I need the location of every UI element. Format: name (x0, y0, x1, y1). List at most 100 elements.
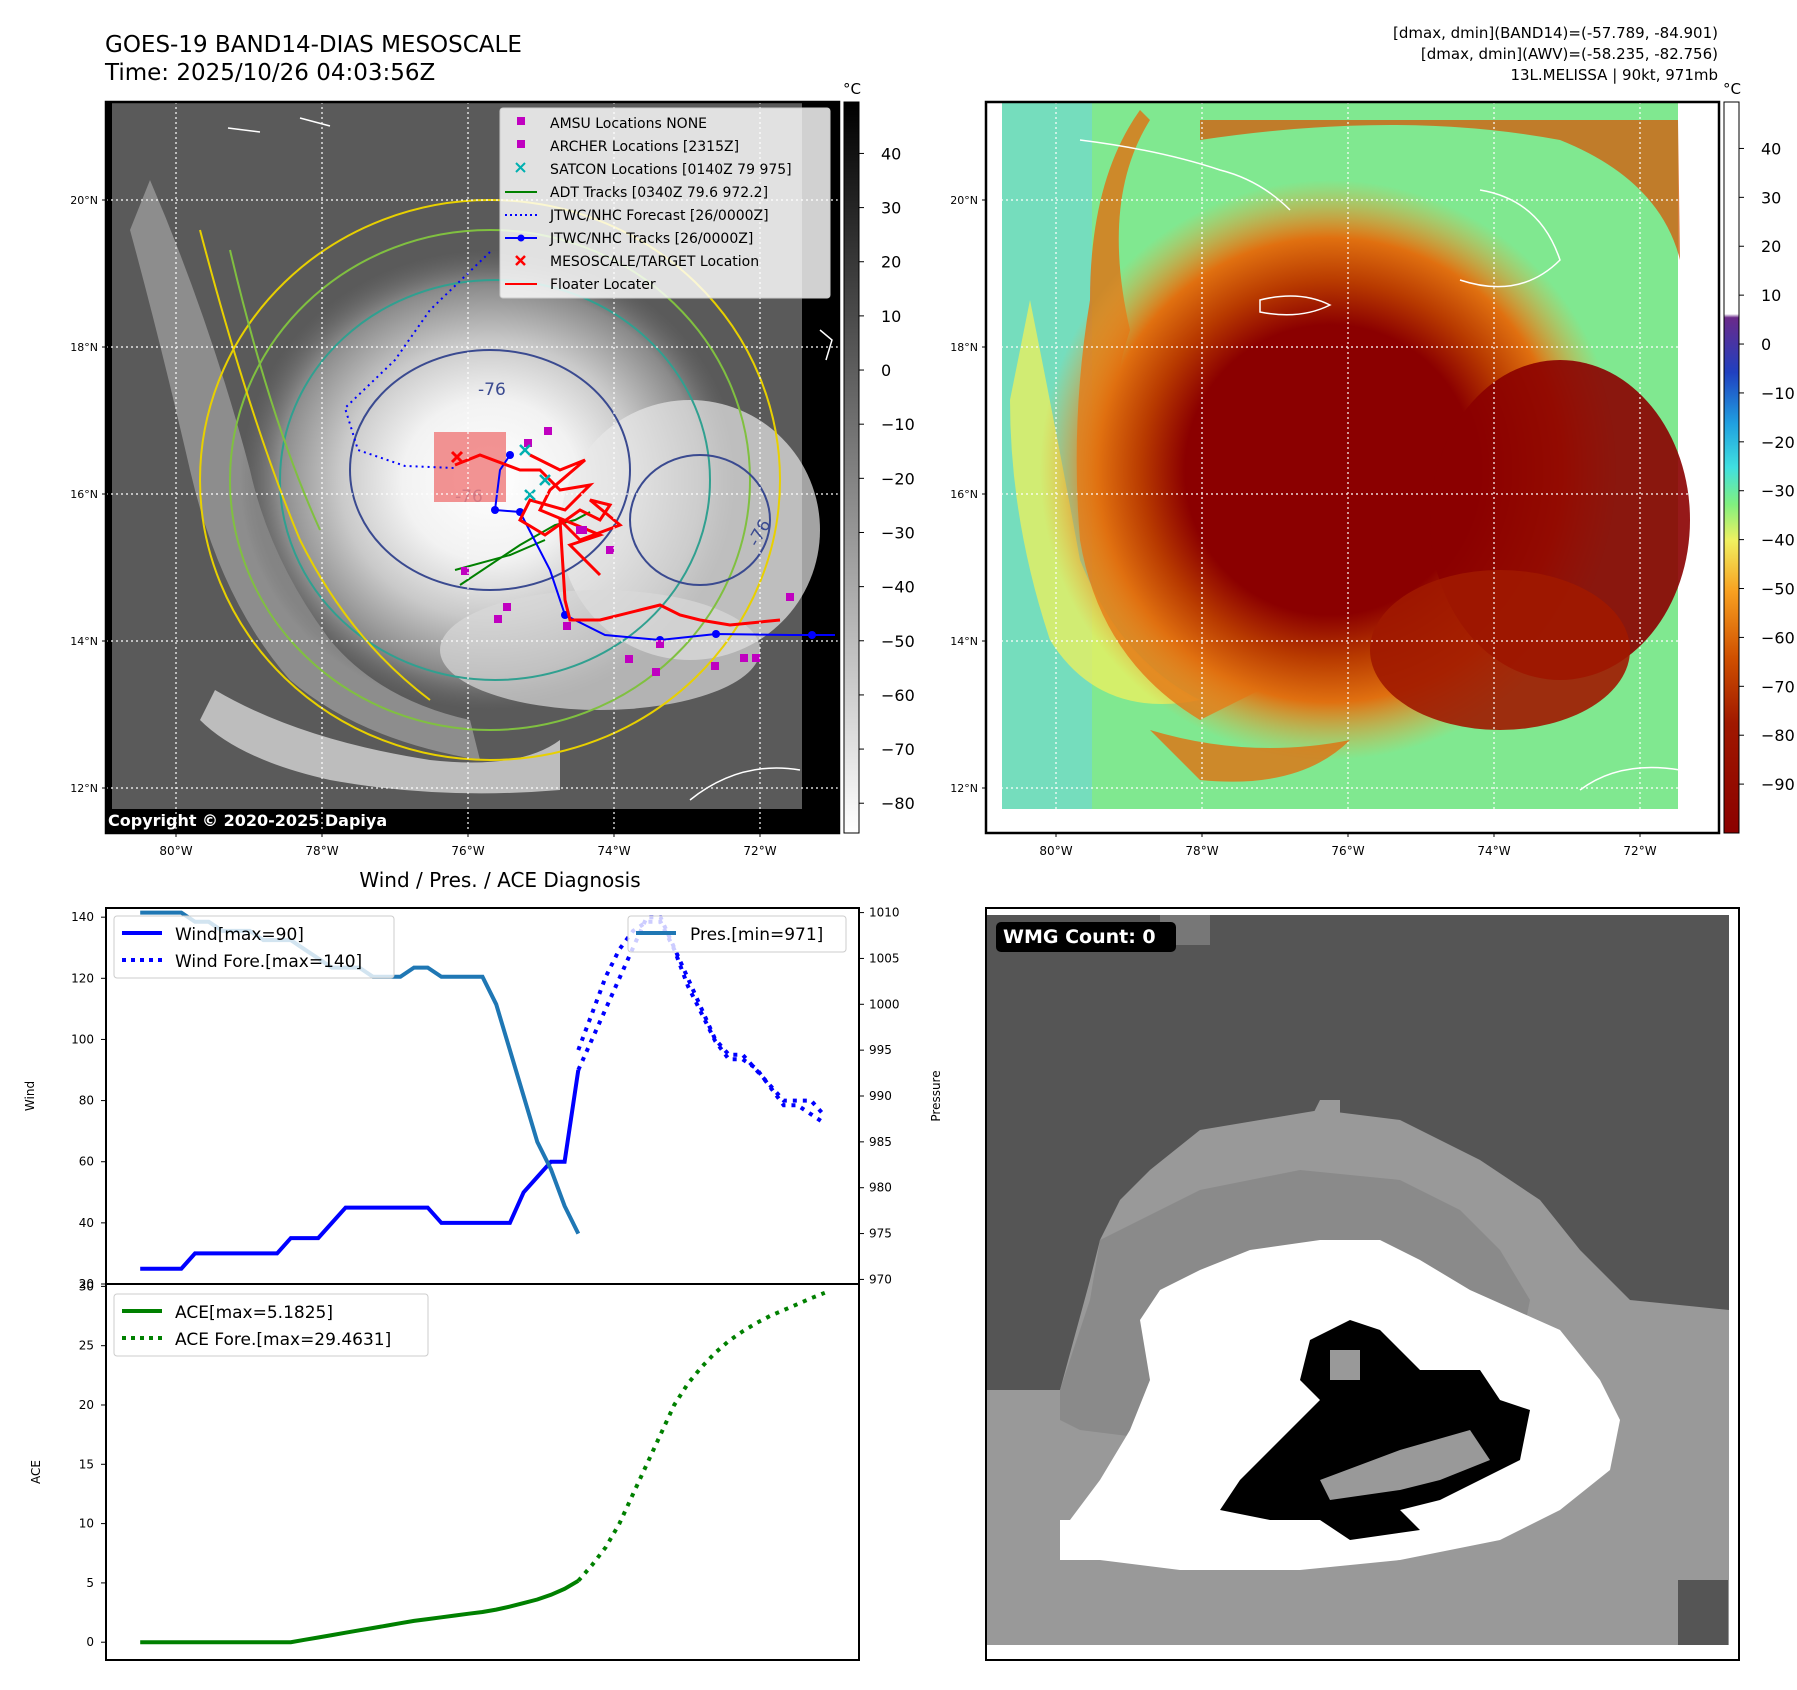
adt-track (454, 539, 546, 571)
timestamp: Time: 2025/10/26 04:03:56Z (104, 60, 435, 86)
archer-point (579, 526, 587, 534)
southern-convection (440, 590, 760, 710)
archer-point (544, 427, 552, 435)
ace-legend: ACE[max=5.1825] (175, 1303, 333, 1323)
diagnosis-title: Wind / Pres. / ACE Diagnosis (359, 868, 640, 892)
colorbar-tick-label: −40 (1761, 531, 1795, 550)
satcon-point (519, 444, 531, 456)
y-tick-label: 30 (79, 1279, 94, 1293)
lon-tick-label: 78°W (1185, 844, 1218, 858)
temperature-contours (199, 199, 781, 761)
y2-tick-label: 1000 (869, 997, 900, 1011)
wmg-count: WMG Count: 0 (1003, 926, 1156, 948)
colorbar-tick-label: 30 (881, 199, 901, 218)
y-tick-label: 25 (79, 1339, 94, 1353)
series-line (576, 915, 827, 1118)
figure-title: GOES-19 BAND14-DIAS MESOSCALE (105, 32, 522, 58)
archer-point (786, 593, 794, 601)
legend-target: MESOSCALE/TARGET Location (550, 254, 759, 270)
y2-tick-label: 1010 (869, 906, 900, 920)
colorbar-tick-label: −60 (1761, 628, 1795, 647)
y-tick-label: 20 (79, 1398, 94, 1412)
coastlines (1079, 139, 1681, 791)
track-point (506, 451, 514, 459)
dmax-dmin-awv: [dmax, dmin](AWV)=(-58.235, -82.756) (1421, 45, 1718, 63)
series-line (576, 919, 826, 1126)
y-tick-label: 120 (71, 971, 94, 985)
legend-satcon: SATCON Locations [0140Z 79 975] (550, 162, 792, 178)
archer-point (740, 654, 748, 662)
y-tick-label: 100 (71, 1032, 94, 1046)
archer-point (606, 546, 614, 554)
colorbar-tick-label: −20 (881, 469, 915, 488)
forecast-track (343, 251, 491, 469)
colorbar-tick-label: −80 (881, 794, 915, 813)
colorbar-tick-label: −70 (1761, 677, 1795, 696)
colorbar-tick-label: −10 (1761, 384, 1795, 403)
archer-point (461, 567, 469, 575)
colorbar-tick-label: 20 (1761, 237, 1781, 256)
ace-axis-label: ACE (29, 1460, 43, 1484)
band14-map: -76 -76 -76 (104, 80, 915, 835)
colorbar-tick-label: −40 (881, 578, 915, 597)
y-tick-label: 10 (79, 1517, 94, 1531)
colorbar-tick-label: −20 (1761, 433, 1795, 452)
wmg-white-ring (1060, 1520, 1180, 1560)
colorbar-unit: °C (1723, 80, 1741, 98)
colorbar-tick-label: −30 (881, 523, 915, 542)
archer-point (752, 654, 760, 662)
lon-tick-label: 72°W (743, 844, 776, 858)
colorbar-tick-label: −70 (881, 740, 915, 759)
y2-tick-label: 990 (869, 1089, 892, 1103)
legend-box (499, 107, 831, 299)
legend-amsu-icon (517, 117, 525, 125)
floater-locater-track (454, 453, 781, 627)
contour-band-yellow (199, 229, 431, 701)
lon-tick-label: 76°W (1331, 844, 1364, 858)
map-axis-labels: 20°N 18°N 16°N 14°N 12°N 80°W 78°W 76°W 74°W 72°W… (70, 194, 1656, 858)
legend-archer: ARCHER Locations [2315Z] (550, 139, 739, 155)
wmg-cell (1678, 1580, 1728, 1645)
awv-colorbar (1723, 101, 1740, 834)
lat-tick-label: 18°N (70, 341, 98, 354)
southern-convection (1370, 570, 1630, 730)
archer-point (656, 640, 664, 648)
wmg-panel: WMG Count: 0 (985, 907, 1740, 1661)
archer-point (625, 655, 633, 663)
band14-colorbar (843, 101, 860, 834)
lat-tick-label: 16°N (70, 488, 98, 501)
wmg-core-gap (1320, 1430, 1490, 1500)
wind-forecast-legend: Wind Fore.[max=140] (175, 952, 362, 972)
colorbar-tick-label: −50 (1761, 580, 1795, 599)
lon-tick-label: 74°W (597, 844, 630, 858)
track-point (808, 631, 816, 639)
colorbar-tick-label: 0 (881, 361, 891, 380)
legend-forecast: JTWC/NHC Forecast [26/0000Z] (549, 208, 769, 224)
contour-teal (279, 279, 711, 681)
pressure-legend: Pres.[min=971] (690, 925, 823, 945)
colorbar-tick-label: 20 (881, 253, 901, 272)
coastline-south-america (689, 767, 801, 801)
y-tick-label: 5 (86, 1576, 94, 1590)
lat-tick-label: 16°N (950, 488, 978, 501)
coastline-cuba (227, 117, 331, 133)
colorbar-tick-label: −10 (881, 415, 915, 434)
ace-plot-frame (105, 1283, 860, 1661)
wind-legend-box (113, 915, 395, 979)
lon-tick-label: 80°W (159, 844, 192, 858)
y-tick-label: 15 (79, 1457, 94, 1471)
contour-navy (349, 349, 631, 591)
lon-tick-label: 78°W (305, 844, 338, 858)
colorbar-tick-label: 30 (1761, 188, 1781, 207)
ace-legend-box (113, 1293, 429, 1357)
legend-amsu: AMSU Locations NONE (550, 116, 707, 132)
legend-adt: ADT Tracks [0340Z 79.6 972.2] (550, 185, 768, 201)
band14-colorbar-ticks: 40 30 20 10 0 −10 −20 −30 −40 −50 −60 −70 −80 (859, 144, 915, 813)
y-tick-label: 60 (79, 1155, 94, 1169)
wind-legend: Wind[max=90] (175, 925, 304, 945)
coastlines (227, 117, 833, 801)
y2-tick-label: 980 (869, 1181, 892, 1195)
y2-tick-label: 970 (869, 1272, 892, 1286)
lon-tick-label: 76°W (451, 844, 484, 858)
